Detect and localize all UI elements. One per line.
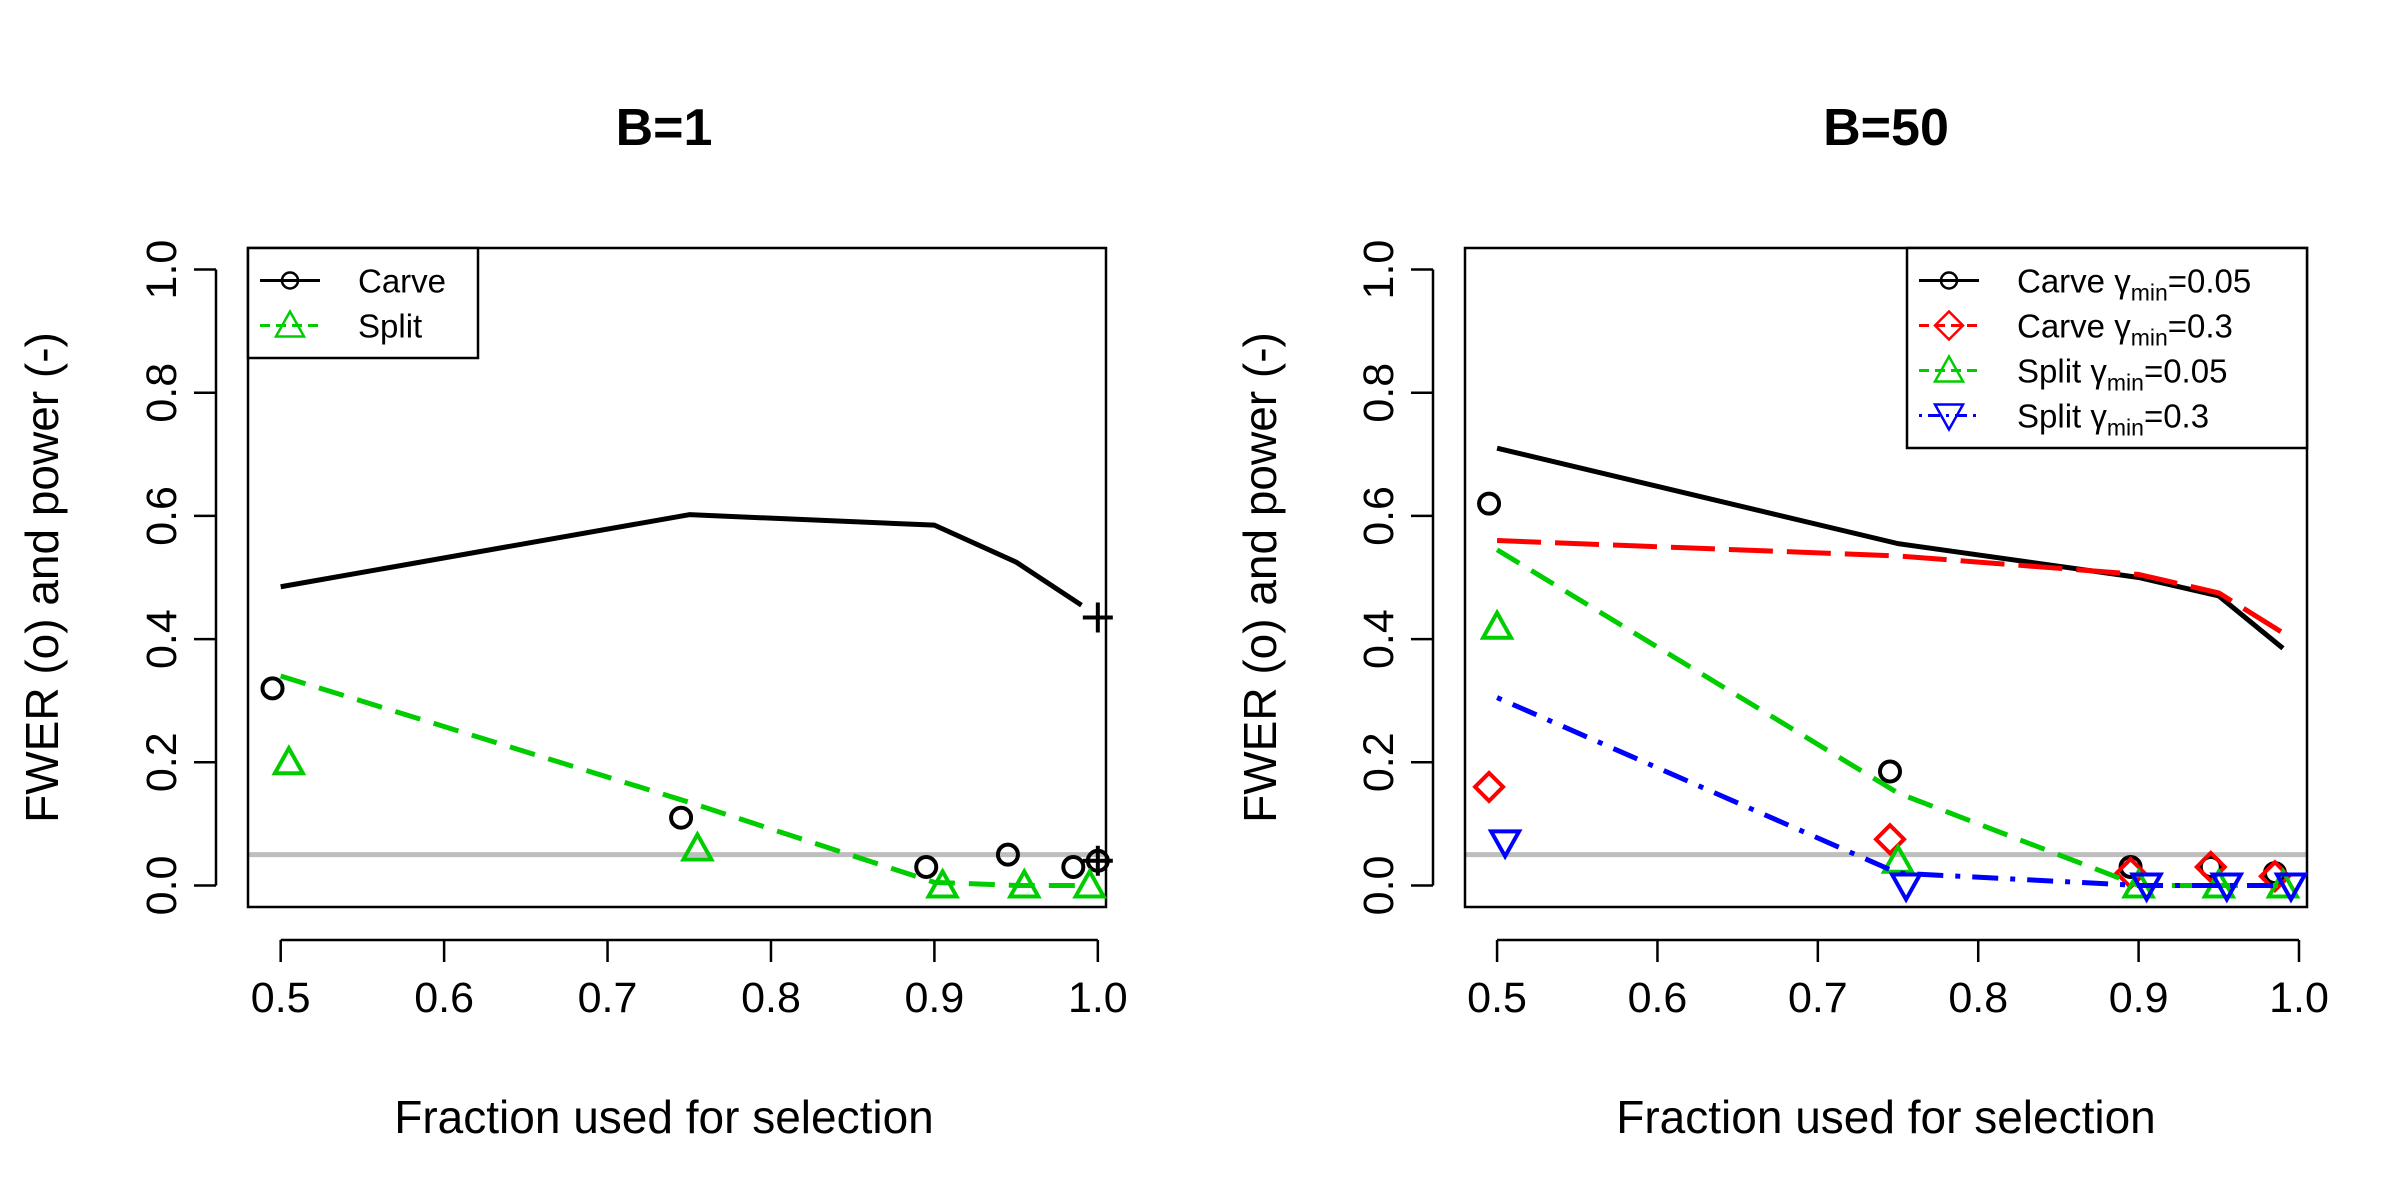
y-tick-label: 0.0 bbox=[138, 856, 186, 916]
legend-marker bbox=[280, 271, 300, 290]
legend-marker bbox=[273, 308, 307, 338]
x-axis-label: Fraction used for selection bbox=[1616, 1091, 2156, 1143]
x-tick-label: 1.0 bbox=[1068, 974, 1128, 1022]
chart-title: B=1 bbox=[616, 99, 713, 157]
legend: Carve Split bbox=[246, 246, 480, 360]
y-tick-label: 1.0 bbox=[138, 240, 186, 300]
fwer-point bbox=[2209, 872, 2245, 904]
fwer-point bbox=[2273, 872, 2309, 904]
y-tick-label: 1.0 bbox=[1355, 240, 1403, 300]
fwer-point bbox=[1479, 608, 1515, 640]
y-tick-label: 0.2 bbox=[1355, 732, 1403, 792]
x-tick-label: 1.0 bbox=[2269, 974, 2329, 1022]
fwer-point bbox=[680, 830, 715, 862]
y-tick-label: 0.6 bbox=[1355, 486, 1403, 546]
x-tick-label: 0.7 bbox=[578, 974, 638, 1022]
fwer-point bbox=[2265, 867, 2301, 899]
fwer-point bbox=[2198, 854, 2223, 879]
fwer-point bbox=[1472, 770, 1506, 804]
y-tick-label: 0.0 bbox=[1355, 856, 1403, 916]
series-split-min-0-3 bbox=[1487, 695, 2309, 904]
x-tick-label: 0.7 bbox=[1788, 974, 1848, 1022]
fwer-point bbox=[2129, 872, 2165, 904]
fwer-point bbox=[260, 676, 285, 701]
power-line bbox=[1495, 547, 2283, 888]
x-tick-label: 0.8 bbox=[741, 974, 801, 1022]
legend-marker bbox=[1939, 271, 1959, 290]
legend-marker bbox=[1933, 309, 1965, 342]
power-line bbox=[1496, 445, 2285, 651]
y-tick-label: 0.4 bbox=[1355, 609, 1403, 669]
chart-title: B=50 bbox=[1823, 99, 1949, 157]
legend-marker bbox=[1932, 353, 1966, 383]
x-tick-label: 0.9 bbox=[905, 974, 965, 1022]
legend-label: Carve γmin=0.3 bbox=[2017, 308, 2233, 351]
fwer-point bbox=[271, 744, 307, 776]
x-tick-label: 0.6 bbox=[414, 974, 474, 1022]
x-tick-label: 0.8 bbox=[1948, 974, 2008, 1022]
legend-label: Split γmin=0.05 bbox=[2017, 353, 2227, 396]
legend-label: Split γmin=0.3 bbox=[2017, 398, 2209, 441]
power-line bbox=[280, 512, 1083, 608]
y-tick-label: 0.8 bbox=[138, 363, 186, 423]
fwer-point bbox=[925, 867, 960, 899]
legend-label: Split bbox=[358, 308, 422, 345]
extra-point bbox=[1082, 602, 1113, 633]
legend-box bbox=[246, 246, 480, 360]
fwer-point bbox=[1487, 829, 1523, 861]
legend-label: Carve γmin=0.05 bbox=[2017, 263, 2251, 306]
fwer-point bbox=[1006, 867, 1042, 899]
fwer-point bbox=[1880, 842, 1916, 874]
y-tick-label: 0.6 bbox=[138, 486, 186, 546]
x-tick-label: 0.6 bbox=[1628, 974, 1688, 1022]
legend-label: Carve bbox=[358, 263, 446, 300]
plot-frame bbox=[1463, 246, 2309, 909]
y-tick-label: 0.2 bbox=[138, 732, 186, 792]
x-axis-label: Fraction used for selection bbox=[394, 1091, 934, 1143]
extra-point bbox=[1082, 845, 1113, 876]
series-split-min-0-05 bbox=[1479, 547, 2301, 899]
fwer-point bbox=[1873, 822, 1907, 857]
legend-marker bbox=[1932, 403, 1966, 433]
series-carve-min-0-3 bbox=[1472, 538, 2292, 894]
panel-b-1: B=1 0.5 0.6 0.7 0.8 0.9 1.0 0.0 0.2 0.4 0.6 0.8 1.0 F… bbox=[16, 99, 1128, 1143]
series-split bbox=[271, 673, 1108, 899]
fwer-point bbox=[1878, 759, 1903, 784]
fwer-point bbox=[914, 854, 939, 879]
y-tick-label: 0.4 bbox=[138, 609, 186, 669]
x-tick-label: 0.5 bbox=[1467, 974, 1527, 1022]
fwer-point bbox=[669, 805, 694, 830]
fwer-point bbox=[995, 842, 1020, 867]
fwer-point bbox=[2193, 850, 2228, 884]
fwer-point bbox=[1477, 491, 1502, 516]
series-carve bbox=[260, 512, 1110, 879]
fwer-point bbox=[1072, 867, 1108, 899]
fwer-point bbox=[1888, 872, 1924, 904]
series-carve-min-0-05 bbox=[1477, 445, 2287, 886]
y-axis-label: FWER (o) and power (-) bbox=[16, 332, 68, 823]
y-tick-label: 0.8 bbox=[1355, 363, 1403, 423]
fwer-point bbox=[1061, 854, 1086, 879]
panel-b-50: B=50 0.5 0.6 0.7 0.8 0.9 1.0 0.0 0.2 0.4 0.6 0.8 1.0… bbox=[1234, 99, 2329, 1143]
plot-frame bbox=[246, 246, 1108, 909]
x-tick-label: 0.9 bbox=[2109, 974, 2169, 1022]
y-axis-label: FWER (o) and power (-) bbox=[1234, 332, 1286, 823]
power-line bbox=[1496, 538, 2285, 636]
x-tick-label: 0.5 bbox=[251, 974, 311, 1022]
